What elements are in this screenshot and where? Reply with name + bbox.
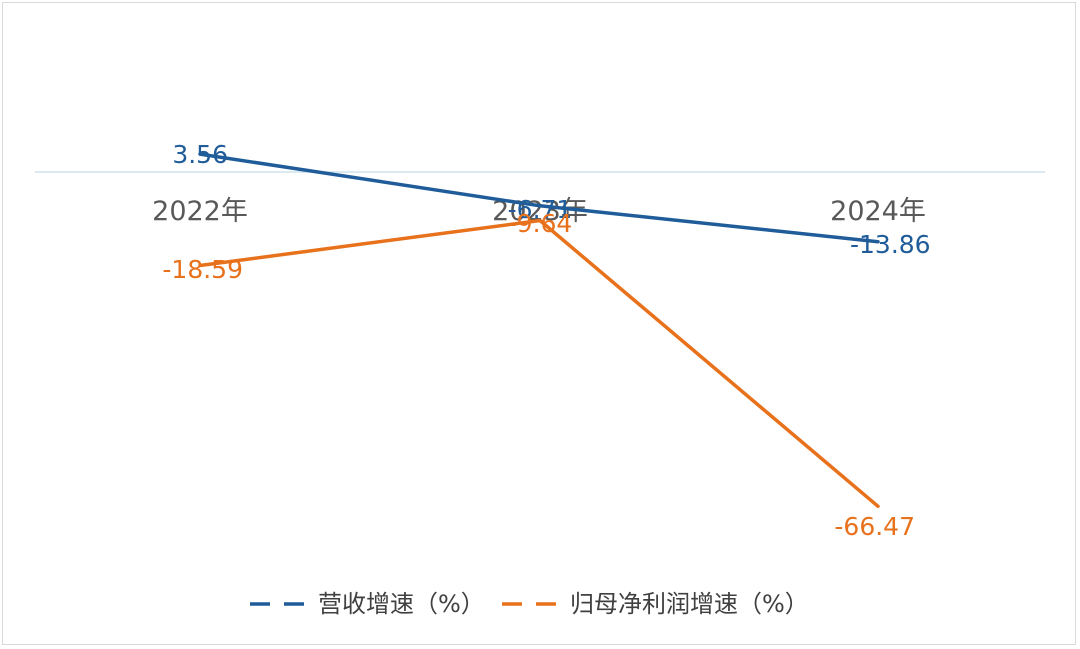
data-label: -18.59 (162, 255, 243, 284)
legend-label: 归母净利润增速（%） (570, 590, 809, 618)
series-line-0 (198, 152, 880, 244)
legend-item: 营收增速（%） (250, 590, 485, 618)
legend: 营收增速（%） 归母净利润增速（%） (250, 590, 809, 618)
data-label: -66.47 (834, 512, 915, 541)
data-label: -6.71 (508, 195, 573, 224)
data-label: 3.56 (172, 140, 228, 169)
category-label: 2024年 (830, 196, 926, 227)
series-lines (198, 152, 880, 509)
data-label: -13.86 (850, 230, 931, 259)
legend-label: 营收增速（%） (318, 590, 485, 618)
data-label: -9.64 (508, 209, 573, 238)
data-labels: 3.56 -6.71 -13.86 -18.59 -9.64 -66.47 (162, 140, 930, 541)
category-label: 2022年 (152, 196, 248, 227)
legend-item: 归母净利润增速（%） (502, 590, 809, 618)
series-line-1 (198, 218, 880, 509)
